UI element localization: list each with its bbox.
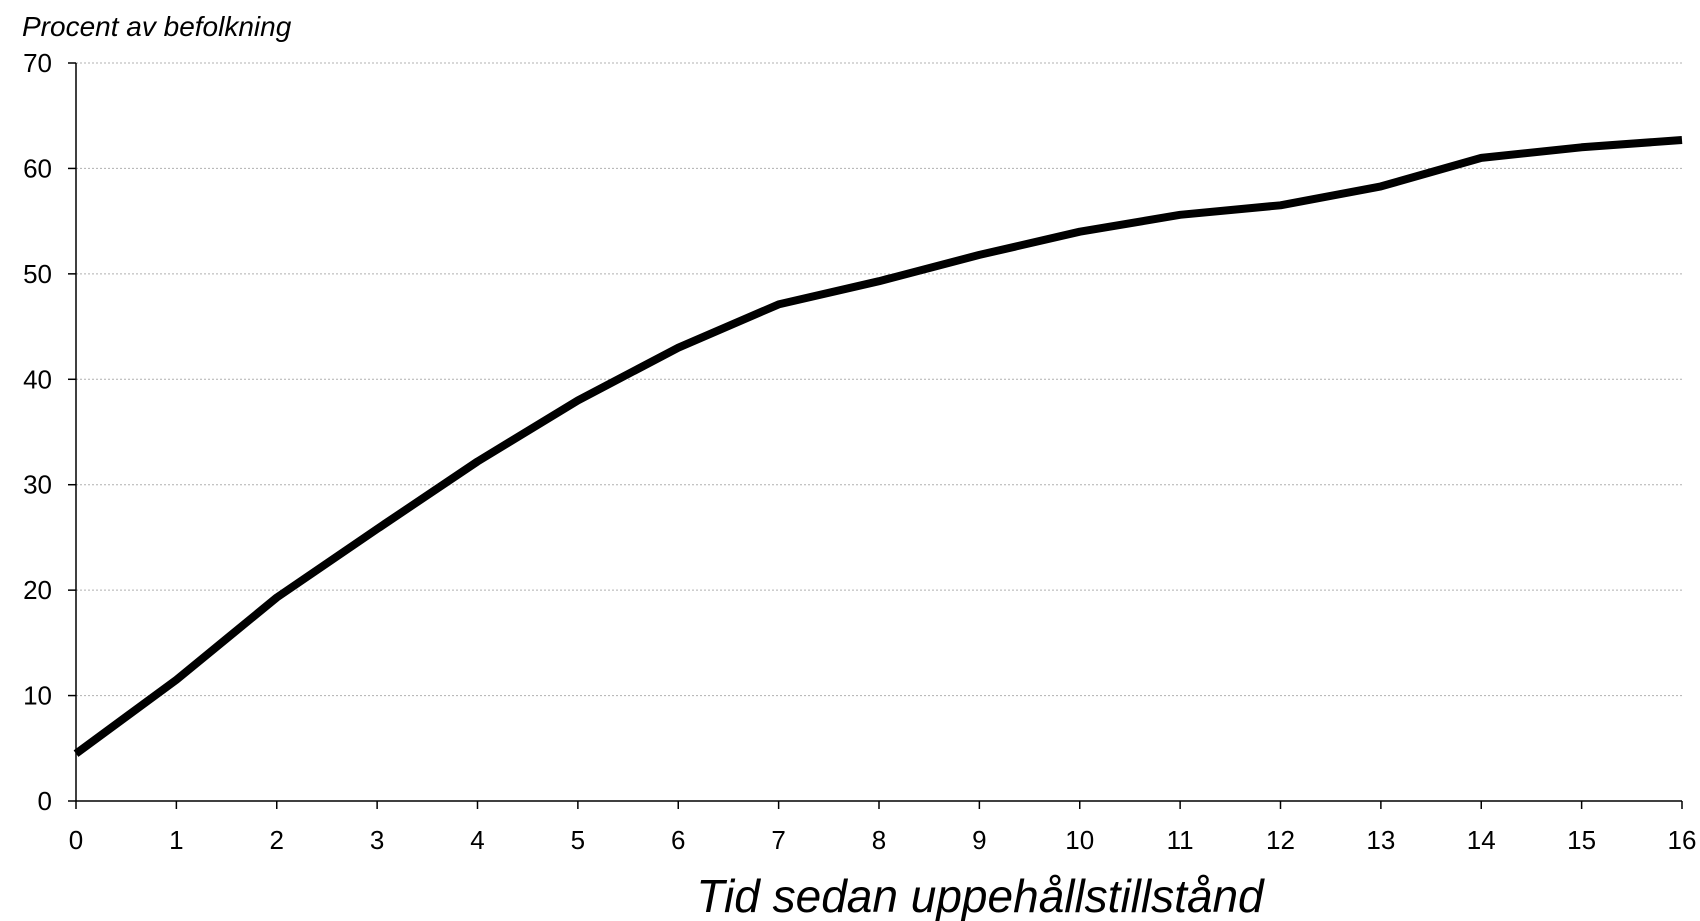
y-tick-label-20: 20: [23, 575, 52, 605]
x-tick-label-3: 3: [370, 825, 384, 855]
x-tick-label-16: 16: [1668, 825, 1697, 855]
x-tick-label-4: 4: [470, 825, 484, 855]
x-tick-label-11: 11: [1167, 825, 1194, 855]
x-tick-label-5: 5: [571, 825, 585, 855]
y-axis-label: Procent av befolkning: [22, 11, 292, 42]
y-tick-label-0: 0: [38, 786, 52, 816]
x-tick-label-0: 0: [69, 825, 83, 855]
y-tick-label-10: 10: [23, 681, 52, 711]
y-tick-label-70: 70: [23, 48, 52, 78]
gridlines: [76, 62, 1682, 697]
x-tick-label-12: 12: [1266, 825, 1295, 855]
x-tick-label-9: 9: [972, 825, 986, 855]
y-tick-label-60: 60: [23, 153, 52, 183]
y-axis-ticks: 0 10 20 30 40 50 60 70: [23, 48, 76, 816]
series-line: [73, 136, 1683, 757]
x-tick-label-1: 1: [169, 825, 183, 855]
x-tick-label-13: 13: [1366, 825, 1395, 855]
x-tick-label-14: 14: [1467, 825, 1496, 855]
y-tick-label-40: 40: [23, 364, 52, 394]
y-tick-label-30: 30: [23, 470, 52, 500]
x-tick-label-10: 10: [1065, 825, 1094, 855]
x-tick-label-2: 2: [270, 825, 284, 855]
y-tick-label-50: 50: [23, 259, 52, 289]
x-tick-label-6: 6: [671, 825, 685, 855]
x-axis-label: Tid sedan uppehållstillstånd: [696, 870, 1265, 921]
x-tick-label-7: 7: [771, 825, 785, 855]
x-tick-label-15: 15: [1567, 825, 1596, 855]
x-tick-label-8: 8: [872, 825, 886, 855]
x-axis-ticks: 0 1 2 3 4 5 6 7 8 9 10 11 12 13 14 15 16: [69, 801, 1697, 855]
